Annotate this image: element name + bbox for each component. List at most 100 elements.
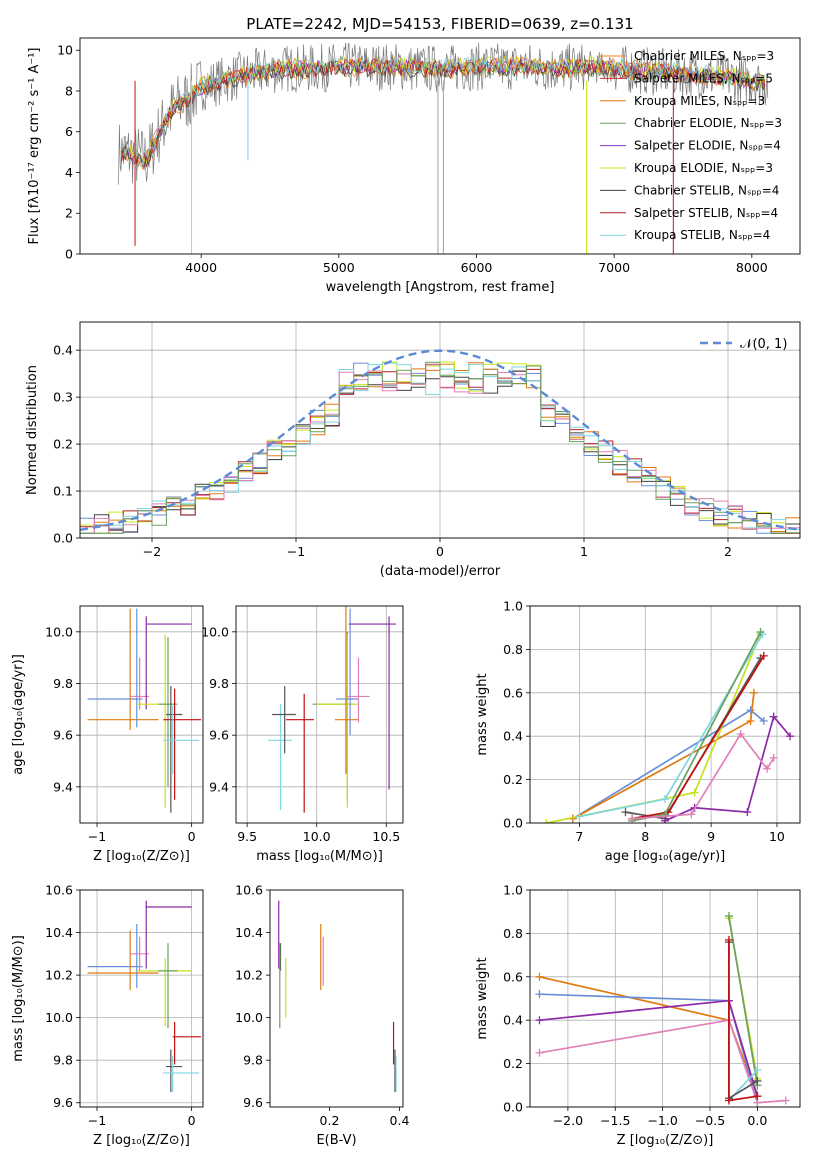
x-tick-label: 0.2 [320, 1113, 340, 1128]
legend-label: Kroupa ELODIE, Nₛₚₚ=3 [634, 161, 773, 175]
legend: Chabrier MILES, Nₛₚₚ=3 Salpeter MILES, Nₛ… [600, 49, 782, 242]
x-tick-label: 5000 [323, 260, 355, 275]
y-axis-label: Normed distribution [25, 365, 40, 495]
data-point [749, 688, 758, 697]
y-tick-label: 0.0 [503, 816, 523, 831]
normal-curve [80, 349, 800, 531]
x-tick-label: −1 [287, 544, 305, 559]
data-point [746, 717, 755, 726]
y-tick-label: 6 [65, 124, 73, 139]
x-axis-label: E(B-V) [316, 1133, 356, 1148]
grid [80, 606, 203, 823]
x-tick-label: 9.5 [237, 829, 257, 844]
y-tick-label: 0.8 [503, 642, 523, 657]
data-point [575, 812, 584, 821]
y-tick-label: 9.6 [209, 728, 229, 743]
x-tick-label: 0 [436, 544, 444, 559]
x-tick-label: −1 [88, 829, 106, 844]
legend-label: 𝒩(0, 1) [740, 337, 787, 352]
axes-frame [79, 321, 801, 539]
y-tick-label: 1.0 [503, 599, 523, 614]
y-tick-label: 0.2 [53, 437, 73, 452]
panel-mass_vs_EBV: 0.2 0.4 9.6 9.8 10.0 10.2 10.4 10.6 E(B-V) [235, 883, 409, 1149]
figure-title: PLATE=2242, MJD=54153, FIBERID=0639, z=0… [246, 15, 633, 33]
x-tick-label: 7000 [598, 260, 630, 275]
data-point [756, 628, 765, 637]
plot-area [268, 606, 397, 813]
y-tick-label: 9.8 [243, 1053, 263, 1068]
y-tick-label: 10.4 [235, 925, 263, 940]
y-tick-label: 10.0 [45, 1010, 73, 1025]
y-tick-label: 10.0 [235, 1010, 263, 1025]
panel-age_vs_mass: 9.5 10.0 10.5 9.4 9.6 9.8 10.0 mass [log₁₀(M/M⊙… [201, 605, 404, 864]
axes-frame [235, 605, 404, 824]
x-tick-label: 6000 [461, 260, 493, 275]
data-point [535, 972, 544, 981]
x-tick-label: 8 [641, 829, 649, 844]
y-tick-label: 0.2 [503, 1056, 523, 1071]
x-tick-label: −1.5 [600, 1113, 630, 1128]
y-tick-label: 0.4 [53, 343, 73, 358]
y-tick-label: 0.0 [503, 1100, 523, 1115]
data-point [746, 706, 755, 715]
x-tick-label: 10.0 [303, 829, 331, 844]
x-tick-label: 7 [575, 829, 583, 844]
x-axis-label: (data-model)/error [380, 564, 501, 579]
legend-label: Salpeter MILES, Nₛₚₚ=5 [634, 71, 773, 85]
data-point [687, 810, 696, 819]
axes-frame [269, 889, 404, 1108]
legend-label: Salpeter STELIB, Nₛₚₚ=4 [634, 206, 778, 220]
x-tick-label: 4000 [185, 260, 217, 275]
y-tick-label: 0.4 [503, 729, 523, 744]
x-axis-label: Z [log₁₀(Z/Z⊙)] [617, 1133, 714, 1148]
x-axis-label: Z [log₁₀(Z/Z⊙)] [93, 1133, 190, 1148]
panel-mass_vs_Z: −1 0 9.6 9.8 10.0 10.2 10.4 10.6 Z [log₁₀(Z/Z⊙)]… [11, 883, 204, 1148]
plot-area [542, 628, 795, 823]
weight-series-3 [539, 1019, 786, 1104]
data-point [759, 651, 768, 660]
y-tick-label: 9.6 [53, 1095, 73, 1110]
model-spectrum-8 [120, 55, 766, 166]
x-tick-label: −1.0 [647, 1113, 677, 1128]
x-tick-label: 1 [580, 544, 588, 559]
data-point [743, 808, 752, 817]
data-point [753, 1066, 762, 1075]
y-tick-label: 10.0 [201, 624, 229, 639]
y-tick-label: 4 [65, 165, 73, 180]
y-tick-label: 10.0 [45, 624, 73, 639]
x-tick-label: −1 [88, 1113, 106, 1128]
weight-series-2 [546, 633, 762, 823]
y-tick-label: 9.6 [53, 728, 73, 743]
plot-area [118, 42, 769, 254]
data-point [724, 935, 733, 944]
data-point [535, 990, 544, 999]
x-axis-label: mass [log₁₀(M/M⊙)] [256, 849, 383, 864]
y-tick-label: 0.6 [503, 685, 523, 700]
x-tick-label: 0.0 [747, 1113, 767, 1128]
data-point [724, 912, 733, 921]
plot-area [80, 349, 800, 534]
grid [236, 606, 403, 823]
model-spectrum-5 [120, 55, 766, 166]
y-axis-label: age [log₁₀(age/yr)] [11, 654, 26, 775]
axes-frame [79, 605, 204, 824]
y-tick-label: 0 [65, 247, 73, 262]
y-tick-label: 9.8 [53, 676, 73, 691]
weight-series-3 [579, 633, 764, 818]
y-tick-label: 0.0 [53, 531, 73, 546]
y-axis-label: mass [log₁₀(M/M⊙)] [11, 935, 26, 1062]
data-point [753, 1076, 762, 1085]
panel-weight_vs_age: 7 8 9 10 0.0 0.2 0.4 0.6 0.8 1.0 age [log₁₀(age/yr… [475, 599, 801, 864]
y-tick-label: 0.1 [53, 484, 73, 499]
y-tick-label: 9.4 [53, 779, 73, 794]
y-tick-label: 9.8 [209, 676, 229, 691]
data-point [690, 788, 699, 797]
data-point [786, 732, 795, 741]
y-tick-label: 10.6 [45, 883, 73, 898]
plot-area [278, 900, 397, 1093]
x-tick-label: −2 [143, 544, 161, 559]
x-tick-label: 8000 [736, 260, 768, 275]
data-point [759, 717, 768, 726]
y-tick-label: 9.8 [53, 1053, 73, 1068]
